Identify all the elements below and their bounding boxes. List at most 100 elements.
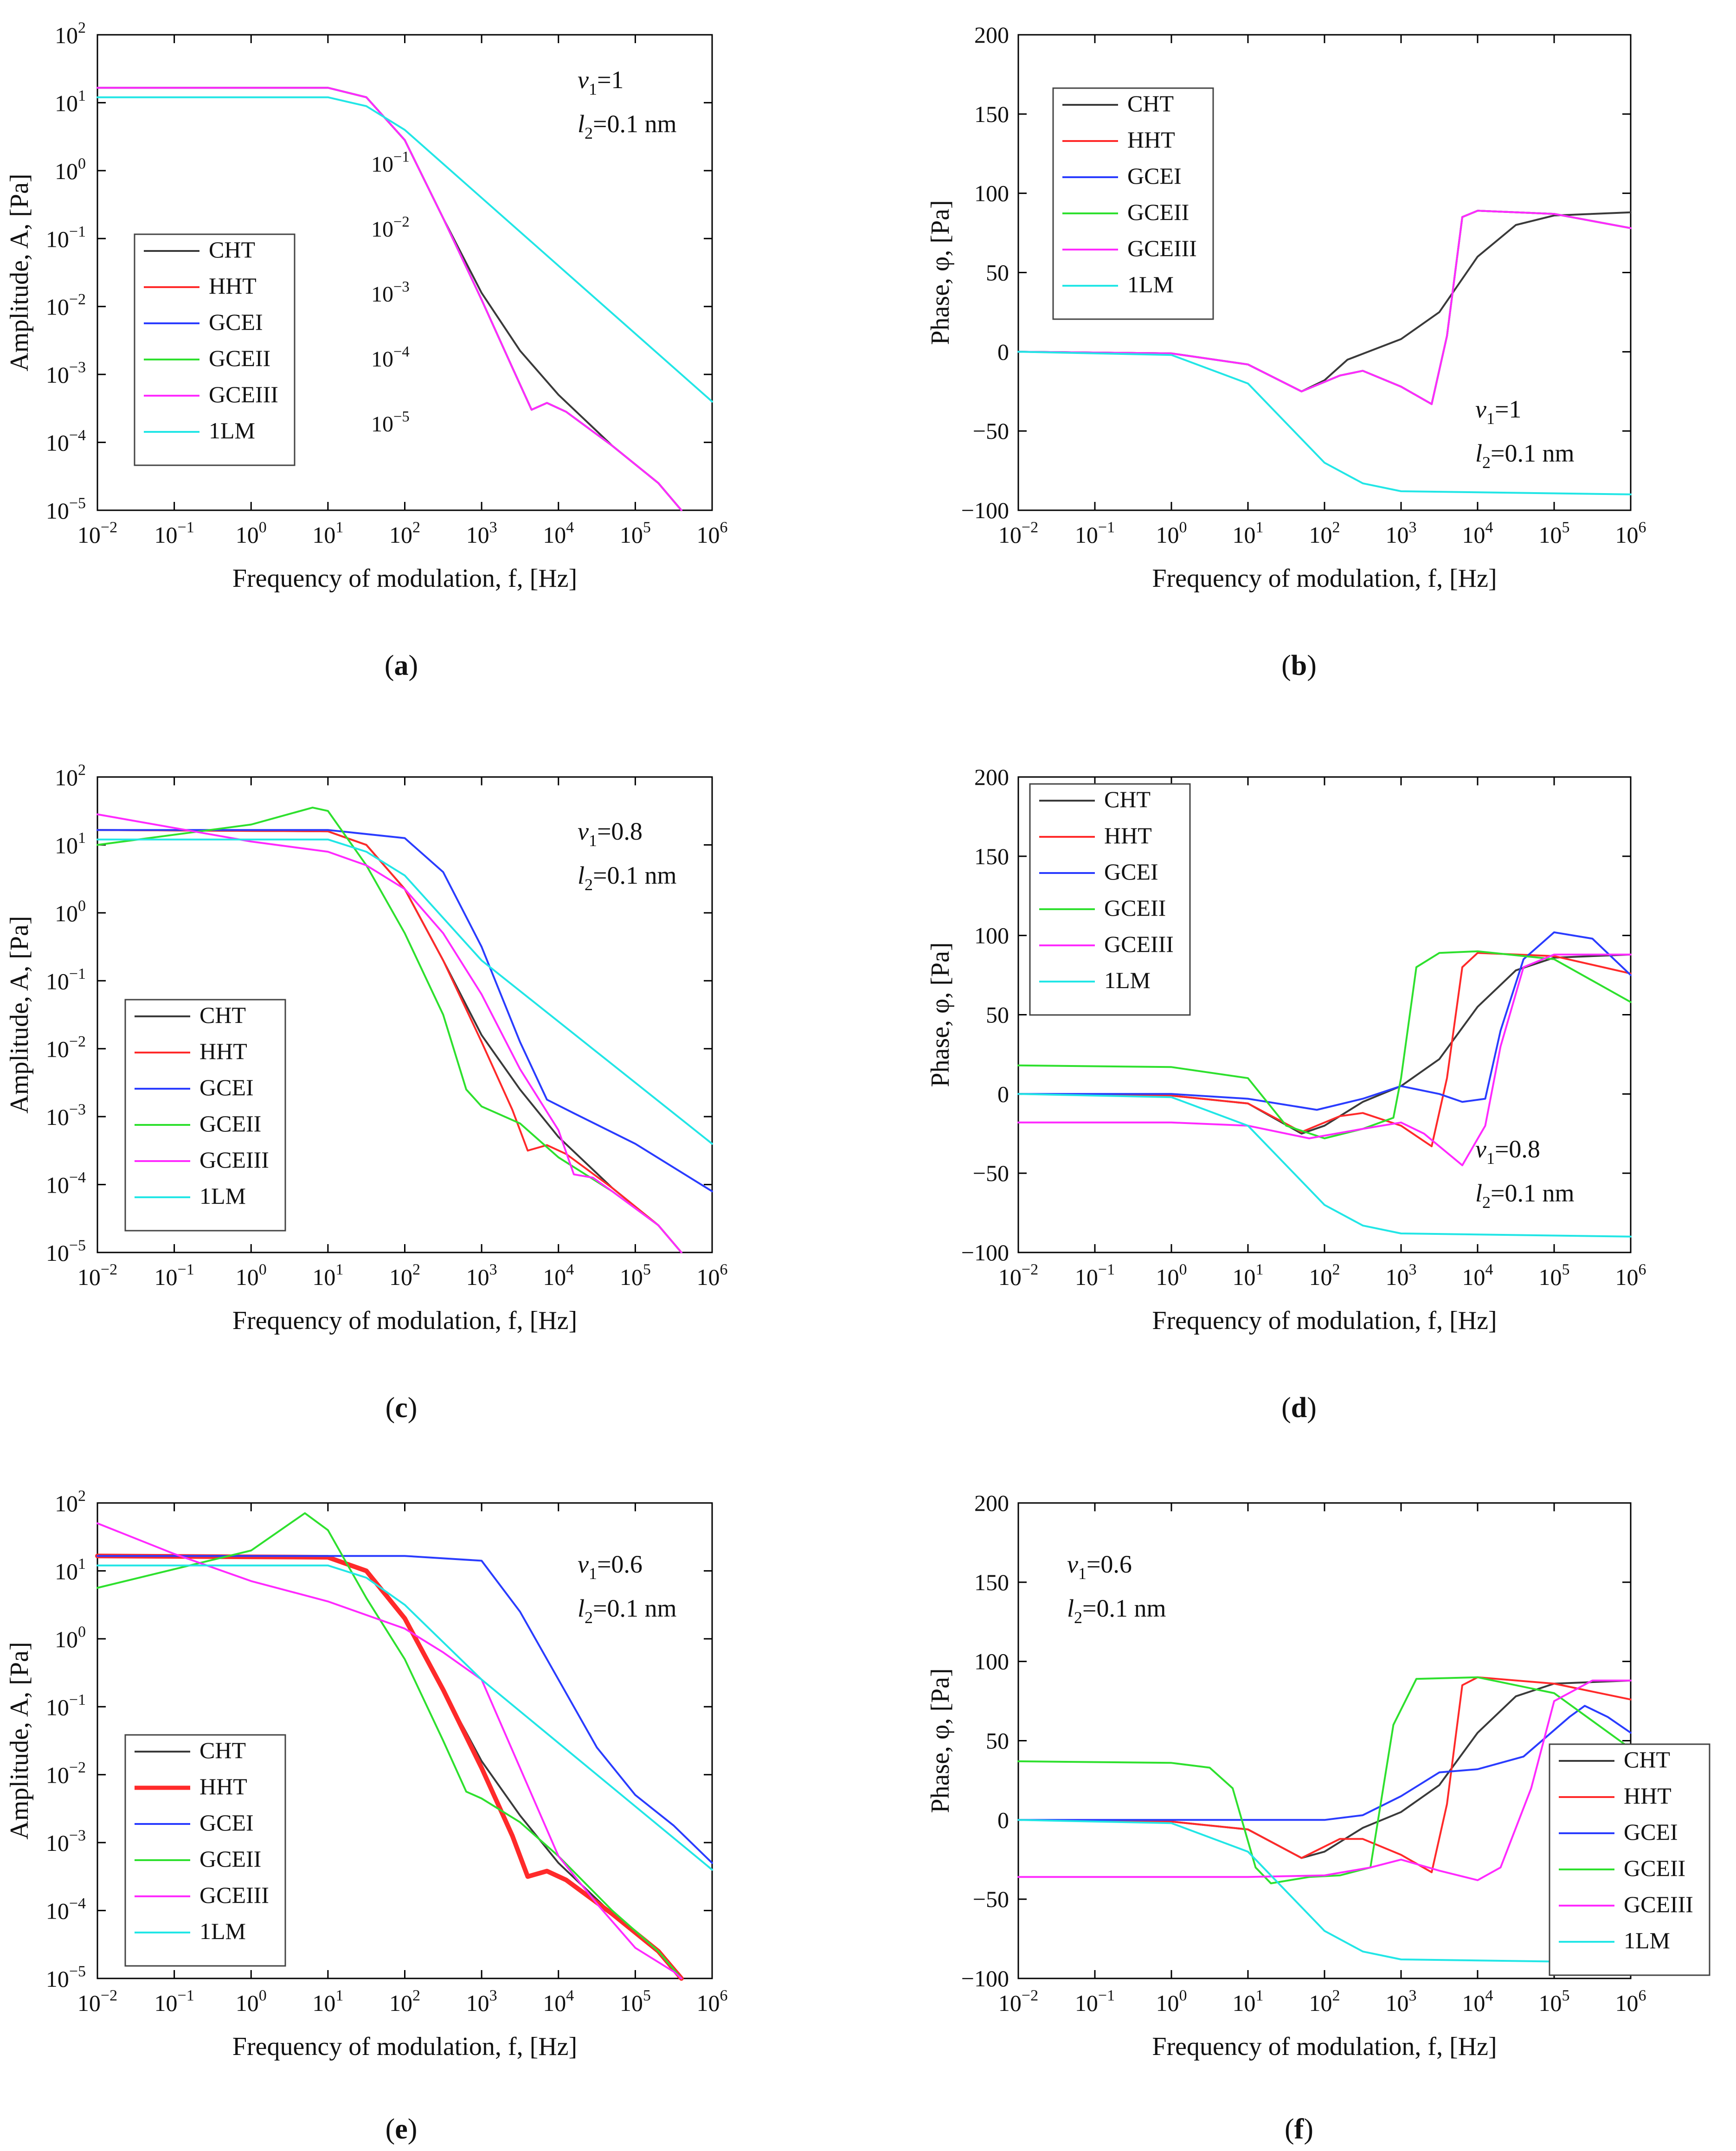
annotation-nu: ν1=1 — [578, 66, 624, 98]
legend-label-HHT: HHT — [1104, 822, 1152, 848]
y-tick-label: 10−5 — [46, 1237, 86, 1266]
series-line-HHT — [1017, 1676, 1632, 1874]
x-tick-label: 106 — [697, 1987, 728, 2016]
y-tick-label: 10−1 — [46, 1691, 86, 1721]
series-line-GCEIII — [1017, 210, 1632, 405]
x-tick-label: 10−1 — [1075, 1261, 1115, 1291]
x-tick-label: 102 — [389, 519, 420, 548]
legend-box — [1029, 783, 1191, 1016]
legend-label-GCEII: GCEII — [1624, 1855, 1685, 1881]
x-tick-label: 10−2 — [998, 1261, 1038, 1291]
panel-caption: (f) — [1285, 2113, 1313, 2145]
legend-label-GCEI: GCEI — [199, 1810, 254, 1836]
y-tick-label: 10−4 — [46, 1895, 86, 1924]
y-tick-label: 101 — [55, 87, 86, 116]
y-tick-label: −100 — [961, 1239, 1009, 1265]
series-line-HHT — [1017, 952, 1632, 1148]
x-axis-label: Frequency of modulation, f, [Hz] — [1152, 1306, 1497, 1335]
x-tick-label: 104 — [543, 1261, 574, 1291]
panel-annotation-e: ν1=0.6 l2=0.1 nm (e) — [386, 1550, 677, 2145]
x-tick-label: 105 — [1539, 519, 1570, 548]
y-tick-label: 200 — [974, 764, 1009, 790]
y-tick-label: 10−2 — [46, 1759, 86, 1788]
series-line-1LM — [1017, 1093, 1632, 1238]
y-tick-label: 101 — [55, 829, 86, 859]
legend-label-CHT: CHT — [1624, 1746, 1670, 1772]
x-tick-label: 103 — [466, 1987, 497, 2016]
x-axis-label: Frequency of modulation, f, [Hz] — [232, 2032, 577, 2061]
x-axis-label: Frequency of modulation, f, [Hz] — [1152, 2032, 1497, 2061]
legend-label-1LM: 1LM — [1624, 1927, 1670, 1953]
series-line-GCEI — [1017, 931, 1632, 1111]
x-tick-label: 104 — [1462, 519, 1493, 548]
legend-label-CHT: CHT — [199, 1002, 246, 1028]
y-tick-label: 150 — [974, 101, 1009, 127]
x-tick-label: 103 — [466, 1261, 497, 1291]
x-tick-label: 106 — [697, 519, 728, 548]
panel-caption: (a) — [385, 650, 418, 681]
x-tick-label: 106 — [1615, 1261, 1646, 1291]
legend-box — [134, 233, 296, 466]
y-tick-label: 0 — [997, 1081, 1009, 1107]
panel-annotation-d: ν1=0.8 l2=0.1 nm (d) — [1281, 1135, 1574, 1424]
legend-label-GCEIII: GCEIII — [209, 381, 278, 407]
chart-panel-f: 10−2 10−1 100 101 102 103 104 105 106 −100 −50 0 50 1… — [926, 1490, 1710, 2061]
panel-caption: (b) — [1281, 650, 1317, 681]
legend-box — [1549, 1743, 1710, 1976]
panel-caption: (d) — [1281, 1392, 1317, 1424]
x-tick-label: 100 — [236, 1261, 267, 1291]
chart-panel-a: 10−2 10−1 100 101 102 103 104 105 106 10−5 10−4 10−… — [5, 19, 728, 593]
legend-label-GCEI: GCEI — [209, 309, 263, 335]
series-line-GCEI — [1017, 1705, 1632, 1821]
x-tick-label: 103 — [1386, 1261, 1417, 1291]
y-tick-label: 150 — [974, 1569, 1009, 1595]
x-tick-label: 101 — [312, 1987, 343, 2016]
x-tick-label: 100 — [236, 1987, 267, 2016]
y-tick-label: 10−1 — [46, 965, 86, 995]
legend-label-GCEIII: GCEIII — [1624, 1891, 1693, 1917]
y-tick-label: 200 — [974, 22, 1009, 48]
y-tick-label: 102 — [55, 19, 86, 49]
legend-label-HHT: HHT — [209, 273, 257, 299]
legend-box — [124, 999, 286, 1232]
annotation-l2: l2=0.1 nm — [578, 861, 676, 894]
annotation-l2: l2=0.1 nm — [578, 110, 676, 142]
y-tick-label: 101 — [55, 1555, 86, 1585]
panel-caption: (e) — [386, 2113, 418, 2145]
x-axis-label: Frequency of modulation, f, [Hz] — [232, 564, 577, 593]
y-tick-label: 100 — [55, 1623, 86, 1652]
series-line-HHT — [95, 1554, 684, 1981]
x-tick-label: 102 — [1309, 519, 1340, 548]
x-tick-label: 105 — [1539, 1261, 1570, 1291]
y-tick-label: 0 — [997, 339, 1009, 365]
legend-label-CHT: CHT — [1104, 786, 1151, 812]
chart-panel-c: 10−2 10−1 100 101 102 103 104 105 106 10−5 10−4 10−… — [5, 762, 728, 1336]
x-tick-label: 105 — [620, 1261, 651, 1291]
legend-label-1LM: 1LM — [199, 1183, 246, 1209]
series-line-GCEII — [1017, 950, 1632, 1139]
legend-label-GCEIII: GCEIII — [1104, 931, 1174, 957]
y-axis-label: Amplitude, A, [Pa] — [5, 916, 34, 1113]
legend-label-1LM: 1LM — [1104, 967, 1151, 993]
x-axis-label: Frequency of modulation, f, [Hz] — [232, 1306, 577, 1335]
legend-label-HHT: HHT — [1624, 1783, 1672, 1809]
x-tick-label: 105 — [620, 519, 651, 548]
legend-label-GCEII: GCEII — [209, 345, 270, 371]
series-line-CHT — [1017, 1679, 1632, 1859]
panel-annotation-c: ν1=0.8 l2=0.1 nm (c) — [386, 817, 677, 1424]
y-axis-label: Amplitude, A, [Pa] — [5, 173, 34, 371]
y-tick-label: 10−3 — [46, 1827, 86, 1856]
y-tick-label: 50 — [986, 260, 1009, 286]
y-tick-label: 10−4 — [46, 427, 86, 456]
annotation-nu: ν1=0.6 — [578, 1550, 643, 1583]
series-line-GCEIII — [1017, 1679, 1632, 1881]
x-tick-label: 106 — [1615, 1987, 1646, 2016]
x-tick-label: 10−2 — [998, 519, 1038, 548]
y-axis-label: Phase, φ, [Pa] — [926, 942, 955, 1087]
inset-tick-label: 10−2 — [371, 213, 410, 242]
y-tick-label: 10−4 — [46, 1169, 86, 1198]
annotation-l2: l2=0.1 nm — [1475, 439, 1574, 472]
y-tick-label: 50 — [986, 1002, 1009, 1028]
x-tick-label: 102 — [1309, 1987, 1340, 2016]
